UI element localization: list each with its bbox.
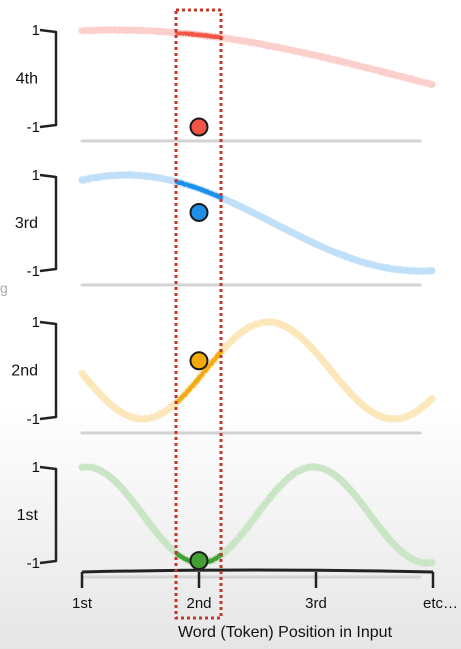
panel-3: 1 -1 2nd — [11, 314, 436, 435]
series-highlight-segment — [174, 30, 224, 40]
y-tick-max: 1 — [32, 314, 40, 331]
y-axis-bracket — [39, 173, 58, 273]
x-axis: 1st 2nd 3rd etc… Word (Token) Position in In… — [72, 568, 458, 641]
panels-group: 1 -1 4th 1 -1 3rd 1 -1 2nd 1 -1 1st — [11, 22, 436, 579]
y-tick-min: -1 — [27, 555, 40, 572]
y-tick-max: 1 — [32, 167, 40, 184]
panel-1: 1 -1 4th — [16, 22, 436, 143]
y-axis-bracket — [39, 320, 58, 421]
series-line — [78, 26, 436, 89]
x-axis-line — [81, 568, 434, 574]
x-tick-label: etc… — [423, 595, 458, 612]
y-tick-max: 1 — [32, 459, 40, 476]
x-tick-label: 3rd — [305, 595, 327, 612]
x-tick-label: 2nd — [186, 595, 211, 612]
data-point — [189, 551, 209, 571]
panel-label: 2nd — [11, 363, 38, 380]
data-point — [189, 117, 209, 137]
series-line — [78, 171, 436, 275]
y-tick-min: -1 — [27, 119, 40, 136]
highlight-box — [174, 8, 223, 620]
y-tick-max: 1 — [32, 22, 40, 39]
series-line — [78, 318, 436, 423]
panel-2: 1 -1 3rd — [15, 167, 436, 287]
y-axis-bracket — [39, 28, 58, 129]
y-tick-min: -1 — [27, 263, 40, 280]
left-edge-fragment: g — [0, 280, 8, 296]
y-tick-min: -1 — [27, 411, 40, 428]
panel-label: 3rd — [15, 215, 38, 232]
panel-label: 4th — [16, 71, 38, 88]
x-tick-label: 1st — [72, 595, 93, 612]
series-highlight-segment — [174, 349, 224, 405]
data-point — [189, 351, 209, 371]
panel-4: 1 -1 1st — [17, 459, 436, 579]
data-point — [189, 202, 209, 222]
series-highlight-segment — [174, 179, 224, 200]
series-line — [78, 463, 436, 567]
panel-label: 1st — [17, 507, 39, 524]
x-axis-label: Word (Token) Position in Input — [178, 624, 393, 641]
y-axis-bracket — [39, 465, 58, 565]
